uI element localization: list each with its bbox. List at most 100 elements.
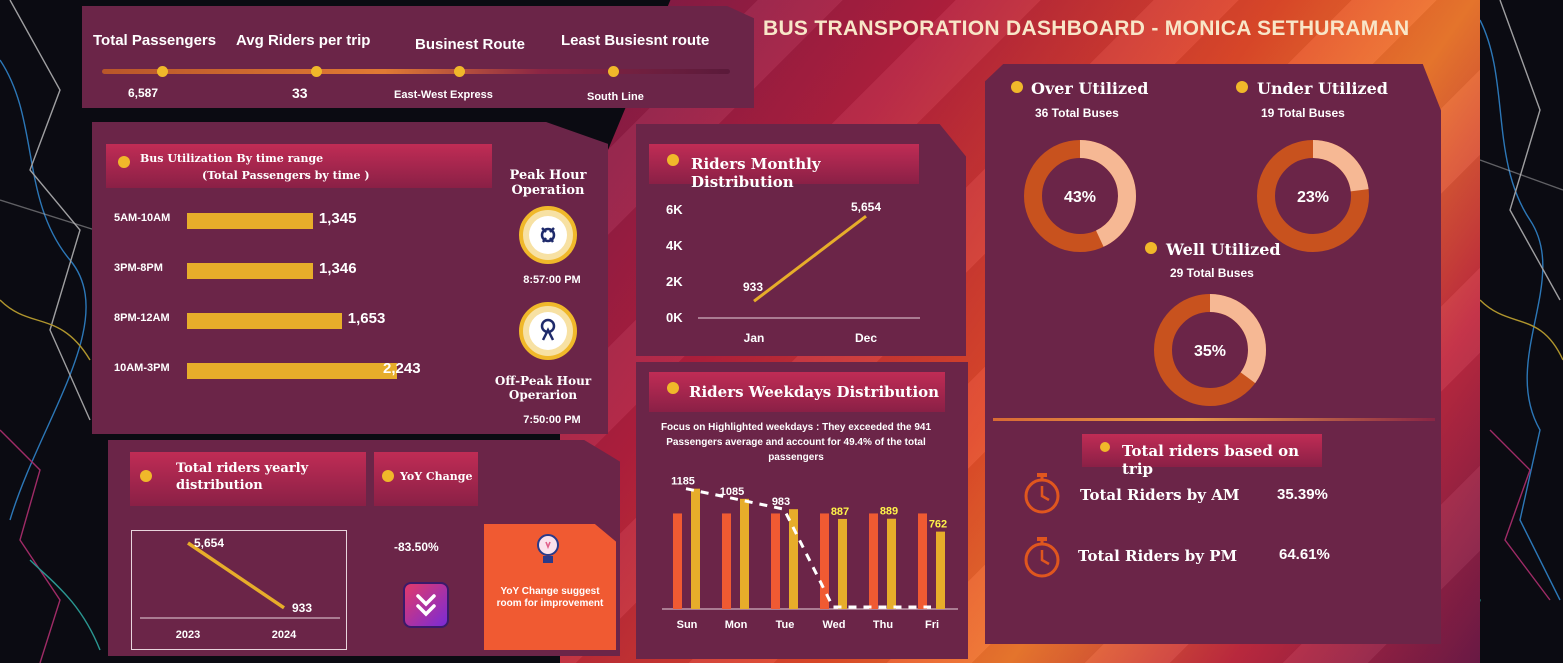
peak-hour-label: Peak Hour Operation — [509, 168, 587, 198]
kpi-strip: Total Passengers Avg Riders per trip Bus… — [82, 6, 754, 108]
well-utilized-donut: 35% — [1154, 294, 1266, 406]
data-label: 762 — [929, 519, 947, 531]
yearly-title: Total riders yearly distribution — [176, 461, 309, 493]
data-label: 5,654 — [194, 536, 224, 550]
donut-slice-value — [1024, 140, 1136, 252]
over-utilized-donut: 43% — [1024, 140, 1136, 252]
x-tick-label: Sun — [677, 619, 698, 631]
yoy-note: YoY Change suggest room for improvement — [496, 586, 604, 609]
bar-category-label: 8PM-12AM — [114, 312, 170, 324]
offpeak-clock-icon — [519, 302, 577, 360]
data-label: 983 — [772, 496, 790, 508]
y-tick-label: 0K — [666, 310, 683, 325]
kpi-dot — [311, 66, 322, 77]
bar-value-label: 2,243 — [383, 360, 421, 377]
weekday-note: Focus on Highlighted weekdays : They exc… — [660, 422, 932, 463]
kpi-value-busiest-route: East-West Express — [394, 89, 493, 101]
stopwatch-icon — [1021, 534, 1063, 580]
data-label: 1185 — [671, 476, 695, 488]
x-tick-label: Jan — [744, 331, 765, 344]
offpeak-hour-label: Off-Peak Hour Operarion — [494, 374, 592, 402]
x-tick-label: 2023 — [176, 629, 200, 641]
utilization-bar — [187, 313, 342, 329]
x-tick-label: 2024 — [272, 629, 297, 641]
kpi-dot — [454, 66, 465, 77]
yoy-header: YoY Change — [374, 452, 478, 506]
lightbulb-icon — [534, 532, 562, 568]
y-tick-label: 6K — [666, 202, 683, 217]
riders-bar — [740, 498, 749, 609]
data-label: 887 — [831, 506, 849, 518]
divider — [993, 418, 1435, 421]
kpi-value-total-passengers: 6,587 — [128, 86, 159, 100]
bar-value-label: 1,653 — [347, 310, 386, 327]
under-utilized-donut: 23% — [1257, 140, 1369, 252]
riders-bar — [887, 518, 896, 609]
weekday-header: Riders Weekdays Distribution — [649, 372, 945, 412]
average-bar — [869, 513, 878, 609]
average-bar — [820, 513, 829, 609]
data-label: 5,654 — [851, 200, 881, 214]
double-chevron-down-icon — [403, 582, 449, 628]
average-bar — [918, 513, 927, 609]
utilization-bar — [187, 363, 397, 379]
donut-center-label: 35% — [1194, 343, 1226, 360]
trips-title: Total riders based on trip — [1122, 442, 1300, 478]
monthly-line-series — [753, 215, 867, 303]
yearly-panel: Total riders yearly distribution YoY Cha… — [108, 440, 620, 656]
pm-riders-value: 64.61% — [1279, 546, 1330, 563]
pm-riders-label: Total Riders by PM — [1078, 547, 1238, 565]
dashboard-title: BUS TRANSPORATION DASHBOARD - MONICA SET… — [763, 17, 1410, 40]
x-tick-label: Wed — [822, 619, 845, 631]
well-utilized-label: Well Utilized — [1166, 240, 1281, 259]
bullet-dot — [118, 156, 130, 168]
highlight-line-series — [685, 487, 931, 609]
kpi-label-least-busy-route: Least Busiesnt route — [561, 32, 710, 49]
utilization-header: Bus Utilization By time range (Total Pas… — [106, 144, 492, 188]
monthly-panel: Riders Monthly Distribution 0K 2K 4K 6K Jan D… — [636, 124, 966, 356]
over-utilized-count: 36 Total Buses — [1035, 106, 1119, 120]
bullet-dot — [667, 154, 679, 166]
yearly-header: Total riders yearly distribution — [130, 452, 366, 506]
x-tick-label: Tue — [776, 619, 795, 631]
bullet-dot — [1100, 442, 1110, 452]
kpi-label-busiest-route: Businest Route — [415, 36, 526, 53]
yoy-title: YoY Change — [400, 470, 473, 483]
y-tick-label: 4K — [666, 238, 683, 253]
weekday-panel: Riders Weekdays Distribution Focus on Hi… — [636, 362, 968, 659]
weekday-bar-chart: Sun 1185 Mon 1085 Tue 983 Wed 887 Thu 889 Fri 762 — [662, 476, 958, 631]
yoy-note-card: YoY Change suggest room for improvement — [484, 524, 616, 650]
utilization-bar — [187, 213, 313, 229]
bullet-dot — [140, 470, 152, 482]
yearly-line-chart: 5,654 933 2023 2024 — [131, 530, 347, 650]
kpi-timeline — [102, 69, 730, 74]
bar-category-label: 10AM-3PM — [114, 362, 170, 374]
donut-slice-value — [1154, 294, 1266, 406]
utilization-bar — [187, 263, 314, 279]
data-label: 1085 — [720, 486, 744, 498]
average-bar — [722, 513, 731, 609]
stopwatch-icon — [1021, 470, 1063, 516]
monthly-header: Riders Monthly Distribution — [649, 144, 919, 191]
kpi-value-least-busy-route: South Line — [587, 91, 644, 103]
riders-bar — [691, 488, 700, 609]
kpi-label-avg-riders: Avg Riders per trip — [236, 32, 371, 49]
bullet-dot — [1236, 81, 1248, 93]
riders-bar — [789, 509, 798, 609]
utilization-title: Bus Utilization By time range — [140, 152, 324, 165]
peak-clock-icon — [519, 206, 577, 264]
x-tick-label: Dec — [855, 331, 877, 344]
offpeak-hour-time: 7:50:00 PM — [523, 414, 581, 426]
bar-value-label: 1,345 — [318, 210, 357, 227]
peak-hour-time: 8:57:00 PM — [523, 274, 581, 286]
bar-value-label: 1,346 — [319, 260, 357, 277]
bullet-dot — [382, 470, 394, 482]
trips-header: Total riders based on trip — [1082, 434, 1322, 478]
under-utilized-label: Under Utilized — [1257, 79, 1388, 98]
am-riders-value: 35.39% — [1277, 486, 1328, 503]
x-tick-label: Mon — [725, 619, 748, 631]
average-bar — [673, 513, 682, 609]
donut-center-label: 23% — [1297, 189, 1329, 206]
x-tick-label: Fri — [925, 619, 939, 631]
over-utilized-label: Over Utilized — [1031, 79, 1149, 98]
